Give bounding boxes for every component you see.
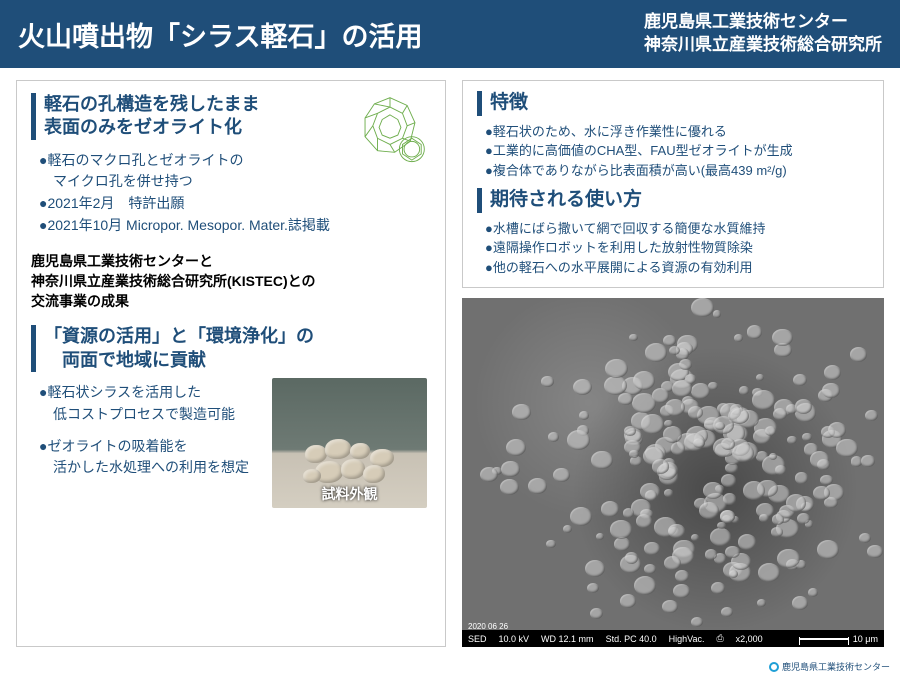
sem-micrograph: // placeholder; grains drawn below after… <box>462 298 884 647</box>
sem-voltage: 10.0 kV <box>499 634 530 644</box>
right-top-panel: 特徴 ●軽石状のため、水に浮き作業性に優れる ●工業的に高価値のCHA型、FAU… <box>462 80 884 288</box>
content-area: 軽石の孔構造を残したまま 表面のみをゼオライト化 ●軽石のマクロ孔とゼオライトの… <box>0 68 900 655</box>
features-heading: 特徴 <box>477 91 869 116</box>
org-2: 神奈川県立産業技術総合研究所 <box>644 34 882 57</box>
sem-detector: SED <box>468 634 487 644</box>
left-bullets-2: ●軽石状シラスを活用した 低コストプロセスで製造可能 ●ゼオライトの吸着能を 活… <box>31 382 261 479</box>
sem-magnification: x2,000 <box>736 634 763 644</box>
sem-camera-icon: ⎙ <box>716 633 723 644</box>
footer-org: 鹿児島県工業技術センター <box>782 660 890 673</box>
left-column: 軽石の孔構造を残したまま 表面のみをゼオライト化 ●軽石のマクロ孔とゼオライトの… <box>16 80 446 647</box>
footer-logo: 鹿児島県工業技術センター <box>769 660 890 673</box>
sample-caption: 試料外観 <box>272 484 427 504</box>
sample-area: ●軽石状シラスを活用した 低コストプロセスで製造可能 ●ゼオライトの吸着能を 活… <box>31 382 431 479</box>
page-title: 火山噴出物「シラス軽石」の活用 <box>18 15 644 54</box>
sem-infobar: 2020 06 26 SED 10.0 kV WD 12.1 mm Std. P… <box>462 630 884 647</box>
header-bar: 火山噴出物「シラス軽石」の活用 鹿児島県工業技術センター 神奈川県立産業技術総合… <box>0 0 900 68</box>
sem-scalebar: 10 μm <box>799 634 878 644</box>
zeolite-structure-icon <box>351 93 429 171</box>
org-1: 鹿児島県工業技術センター <box>644 11 882 34</box>
uses-heading: 期待される使い方 <box>477 188 869 213</box>
footer-logo-icon <box>769 662 779 672</box>
uses-bullets: ●水槽にばら撒いて網で回収する簡便な水質維持 ●遠隔操作ロボットを利用した放射性… <box>477 219 869 278</box>
header-organizations: 鹿児島県工業技術センター 神奈川県立産業技術総合研究所 <box>644 11 882 57</box>
right-column: 特徴 ●軽石状のため、水に浮き作業性に優れる ●工業的に高価値のCHA型、FAU… <box>462 80 884 647</box>
sem-pc: Std. PC 40.0 <box>606 634 657 644</box>
sem-vacuum: HighVac. <box>669 634 705 644</box>
features-bullets: ●軽石状のため、水に浮き作業性に優れる ●工業的に高価値のCHA型、FAU型ゼオ… <box>477 122 869 181</box>
sem-wd: WD 12.1 mm <box>541 634 594 644</box>
left-heading-2: 「資源の活用」と「環境浄化」の 両面で地域に貢献 <box>31 325 431 372</box>
sample-photo: 試料外観 <box>272 378 427 508</box>
collaboration-statement: 鹿児島県工業技術センターと 神奈川県立産業技術総合研究所(KISTEC)との 交… <box>31 251 431 312</box>
sem-scale-label: 10 μm <box>853 634 878 644</box>
sem-date: 2020 06 26 <box>468 622 508 631</box>
